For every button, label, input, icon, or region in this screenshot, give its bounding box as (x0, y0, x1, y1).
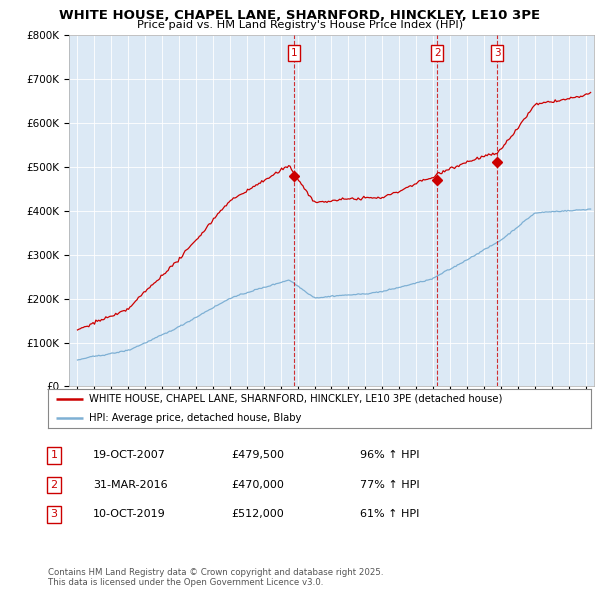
Text: 31-MAR-2016: 31-MAR-2016 (93, 480, 167, 490)
Text: WHITE HOUSE, CHAPEL LANE, SHARNFORD, HINCKLEY, LE10 3PE (detached house): WHITE HOUSE, CHAPEL LANE, SHARNFORD, HIN… (89, 394, 502, 404)
Text: 2: 2 (50, 480, 58, 490)
Text: 96% ↑ HPI: 96% ↑ HPI (360, 451, 419, 460)
Text: 1: 1 (291, 48, 298, 58)
Text: 19-OCT-2007: 19-OCT-2007 (93, 451, 166, 460)
Text: 2: 2 (434, 48, 440, 58)
Text: Price paid vs. HM Land Registry's House Price Index (HPI): Price paid vs. HM Land Registry's House … (137, 20, 463, 30)
Text: Contains HM Land Registry data © Crown copyright and database right 2025.
This d: Contains HM Land Registry data © Crown c… (48, 568, 383, 587)
Text: WHITE HOUSE, CHAPEL LANE, SHARNFORD, HINCKLEY, LE10 3PE: WHITE HOUSE, CHAPEL LANE, SHARNFORD, HIN… (59, 9, 541, 22)
Text: £479,500: £479,500 (231, 451, 284, 460)
Text: £470,000: £470,000 (231, 480, 284, 490)
Text: HPI: Average price, detached house, Blaby: HPI: Average price, detached house, Blab… (89, 413, 301, 423)
Text: 61% ↑ HPI: 61% ↑ HPI (360, 510, 419, 519)
Text: 3: 3 (50, 510, 58, 519)
Text: 3: 3 (494, 48, 500, 58)
Text: £512,000: £512,000 (231, 510, 284, 519)
Text: 10-OCT-2019: 10-OCT-2019 (93, 510, 166, 519)
Text: 77% ↑ HPI: 77% ↑ HPI (360, 480, 419, 490)
Text: 1: 1 (50, 451, 58, 460)
